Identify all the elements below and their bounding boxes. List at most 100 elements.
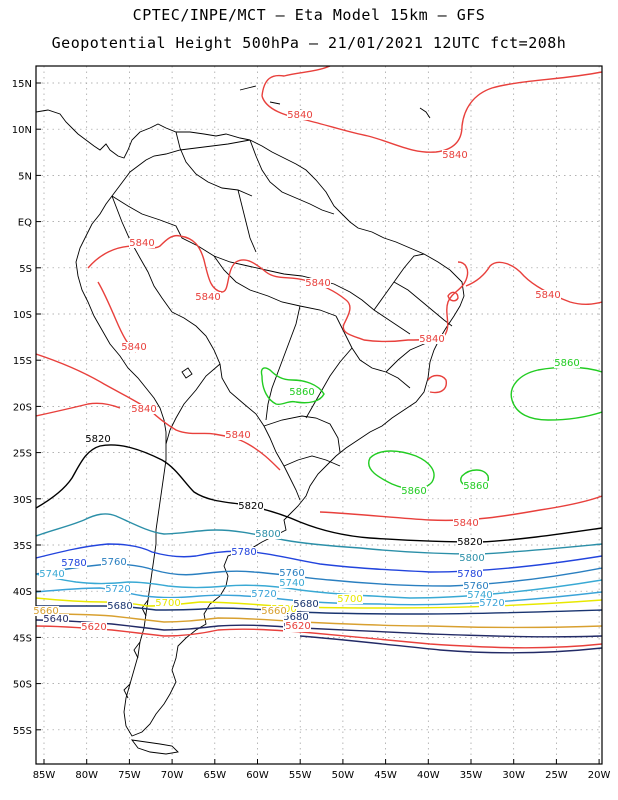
contour-label-5620: 5620 [81, 622, 106, 633]
contour-5840-pacific-south [36, 402, 121, 417]
lat-tick-label: 55S [13, 726, 32, 737]
contour-label-5720: 5720 [105, 584, 130, 595]
contour-label-5840: 5840 [131, 404, 156, 415]
contour-label-bg [289, 387, 315, 397]
contour-5660 [36, 613, 602, 629]
contour-label-bg [293, 599, 319, 609]
contour-5640 [36, 619, 602, 638]
lat-tick-label: 15S [13, 356, 32, 367]
contour-label-bg [33, 606, 59, 616]
contour-label-5760: 5760 [463, 581, 488, 592]
contour-label-5780: 5780 [61, 558, 86, 569]
contour-label-5680: 5680 [107, 601, 132, 612]
contour-label-5820: 5820 [238, 501, 263, 512]
contour-label-bg [305, 278, 331, 288]
contour-label-bg [81, 622, 107, 632]
contour-label-5740: 5740 [39, 569, 64, 580]
caribbean-islands [239, 85, 431, 119]
contour-label-5700: 5700 [337, 594, 362, 605]
chart-title-line2: Geopotential Height 500hPa – 21/01/2021 … [51, 34, 567, 52]
contour-label-5760: 5760 [279, 568, 304, 579]
lat-tick-label: 15N [12, 79, 32, 90]
contour-label-5800: 5800 [255, 529, 280, 540]
south-america-coast [75, 139, 465, 737]
contour-label-5640: 5640 [43, 614, 68, 625]
contour-label-5860: 5860 [289, 387, 314, 398]
contour-label-bg [231, 547, 257, 557]
lat-tick-label: 5N [18, 171, 32, 182]
lon-tick-label: 85W [33, 770, 56, 781]
lat-tick-label: EQ [18, 218, 32, 229]
coastline-borders [36, 85, 465, 755]
lat-tick-label: 10N [12, 125, 32, 136]
contour-label-bg [251, 589, 277, 599]
contour-label-5840: 5840 [195, 292, 220, 303]
contour-label-bg [107, 601, 133, 611]
contour-label-bg [279, 578, 305, 588]
contour-label-bg [457, 569, 483, 579]
contour-label-bg [467, 590, 493, 600]
tierra-del-fuego [130, 739, 179, 755]
contour-label-5660: 5660 [261, 606, 286, 617]
contour-label-5720: 5720 [479, 598, 504, 609]
lon-tick-label: 45W [374, 770, 397, 781]
contour-label-bg [225, 430, 251, 440]
contour-label-bg [61, 558, 87, 568]
contour-label-5840: 5840 [453, 518, 478, 529]
contour-far-south-1 [299, 635, 602, 654]
contour-label-5840: 5840 [121, 342, 146, 353]
contour-label-bg [554, 358, 580, 368]
lat-tick-label: 50S [13, 680, 32, 691]
contour-label-5820: 5820 [457, 537, 482, 548]
contour-label-5780: 5780 [457, 569, 482, 580]
map-frame [35, 65, 603, 765]
contour-label-5660: 5660 [33, 606, 58, 617]
contour-label-bg [283, 612, 309, 622]
lon-tick-label: 35W [460, 770, 483, 781]
contour-label-bg [255, 529, 281, 539]
contour-label-5740: 5740 [467, 590, 492, 601]
country-borders [111, 131, 453, 501]
contour-label-5820: 5820 [85, 434, 110, 445]
contour-label-5840: 5840 [442, 150, 467, 161]
contour-label-5680: 5680 [293, 599, 318, 610]
central-america-coast [36, 109, 251, 159]
contour-label-bg [287, 110, 313, 120]
contour-label-5780: 5780 [231, 547, 256, 558]
contour-label-bg [419, 334, 445, 344]
contour-label-bg [85, 434, 111, 444]
contour-5800 [36, 513, 602, 555]
contour-labels: 5840 5840 5840 5840 5840 5840 5840 5840 5840 5840… [33, 110, 580, 633]
contour-label-bg [43, 614, 69, 624]
contour-label-5860: 5860 [554, 358, 579, 369]
contour-label-bg [285, 621, 311, 631]
contour-label-5620: 5620 [285, 621, 310, 632]
contour-5840-caribbean [261, 66, 602, 153]
contour-5860-atlantic-1 [368, 450, 435, 490]
contour-label-bg [238, 501, 264, 511]
contour-5860-paraguay [260, 367, 325, 406]
longitude-labels: 85W 80W 75W 70W 65W 60W 55W 50W 45W 40W 35W 30W 25W 2… [33, 759, 611, 781]
lon-tick-label: 25W [545, 770, 568, 781]
contour-label-bg [155, 598, 181, 608]
lat-tick-label: 30S [13, 495, 32, 506]
contour-label-5700: 5700 [155, 598, 180, 609]
contour-label-bg [39, 569, 65, 579]
contour-5620 [36, 625, 602, 649]
lon-tick-label: 80W [75, 770, 98, 781]
contour-label-5840: 5840 [535, 290, 560, 301]
contour-label-5760: 5760 [101, 557, 126, 568]
contour-label-bg [479, 598, 505, 608]
lon-tick-label: 30W [502, 770, 525, 781]
lon-tick-label: 70W [161, 770, 184, 781]
latitude-labels: 15N 10N 5N EQ 5S 10S 15S 20S 25S 30S 35S 40S 45S 50S 5… [12, 79, 41, 737]
contour-5680 [36, 605, 602, 615]
lat-tick-label: 5S [19, 264, 32, 275]
contour-5740 [36, 573, 602, 599]
contour-label-5840: 5840 [225, 430, 250, 441]
contour-5840-amazon [87, 234, 469, 343]
lat-tick-label: 25S [13, 449, 32, 460]
contour-label-5800: 5800 [459, 553, 484, 564]
contour-label-bg [442, 150, 468, 160]
lat-tick-label: 35S [13, 541, 32, 552]
